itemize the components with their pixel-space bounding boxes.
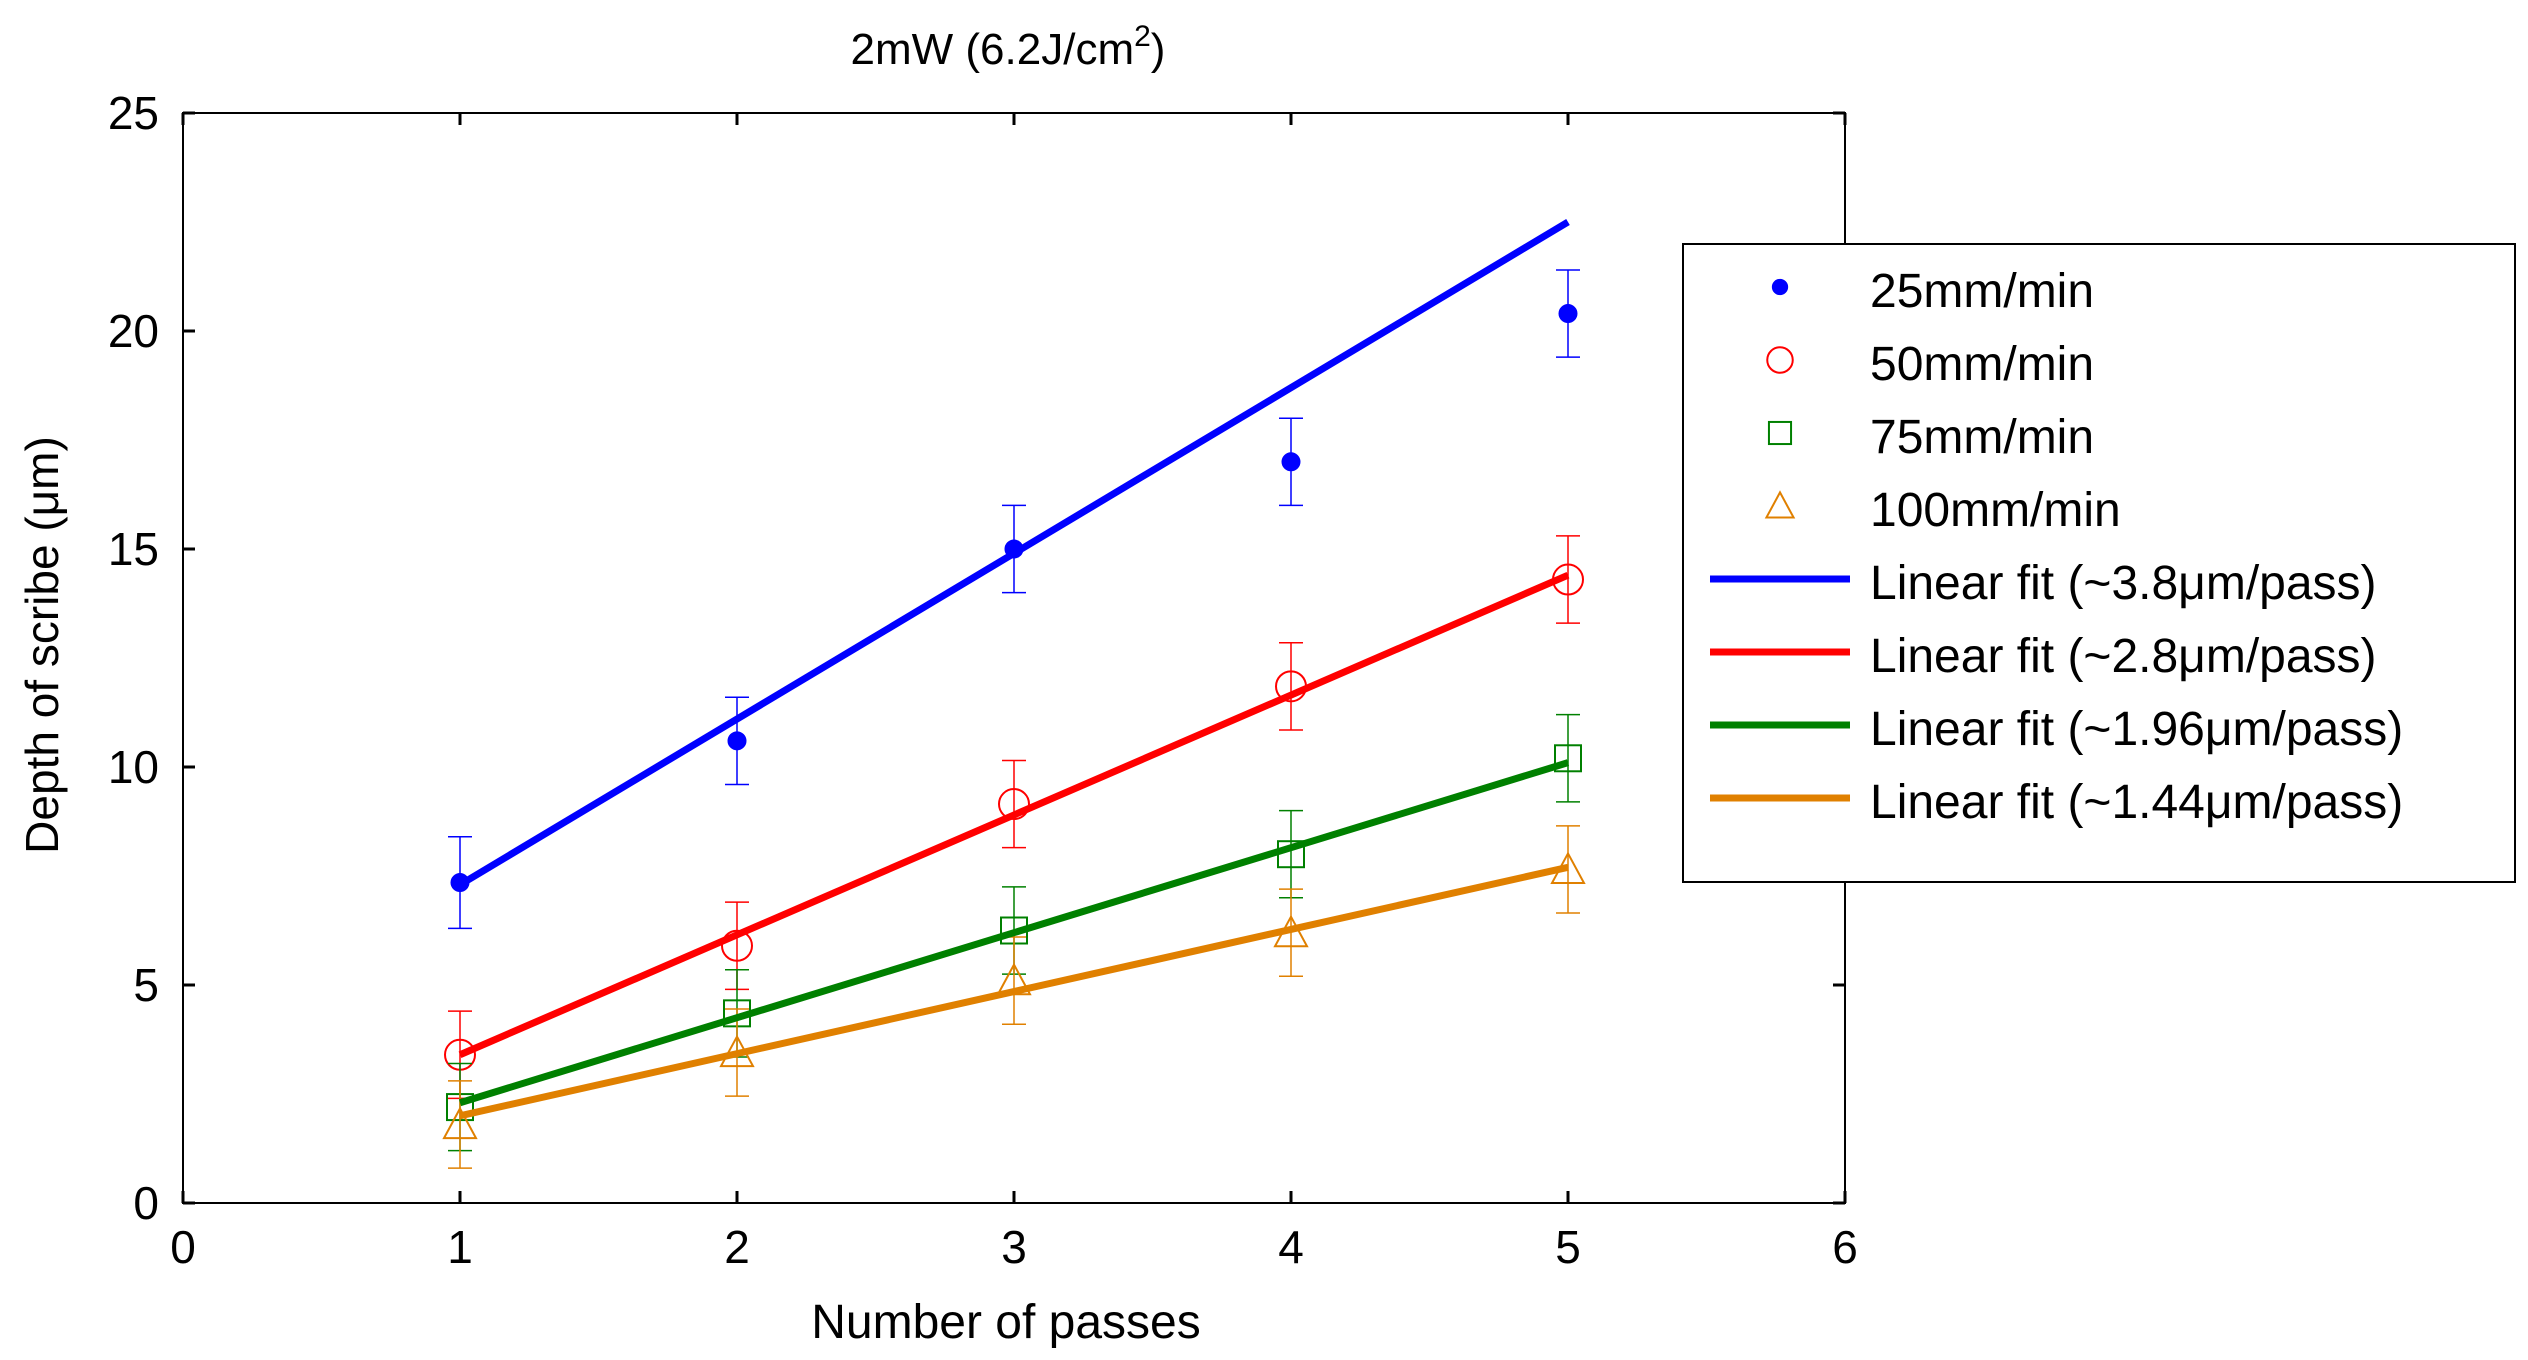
x-tick-label: 4	[1278, 1221, 1304, 1273]
x-tick-label: 5	[1555, 1221, 1581, 1273]
fit-line	[458, 571, 1570, 1058]
data-point	[1281, 452, 1301, 472]
legend-marker	[1767, 420, 1793, 446]
data-point	[442, 1106, 478, 1140]
x-tick-label: 0	[170, 1221, 196, 1273]
legend-marker	[1766, 346, 1794, 374]
x-tick-label: 2	[724, 1221, 750, 1273]
legend-label: 25mm/min	[1870, 265, 2094, 318]
legend-label: 100mm/min	[1870, 484, 2121, 537]
y-tick-label: 10	[108, 741, 159, 793]
fit-line	[458, 759, 1570, 1107]
y-axis-label: Depth of scribe (μm)	[16, 436, 68, 854]
legend-label: Linear fit (~1.44μm/pass)	[1870, 776, 2403, 829]
data-point	[998, 788, 1030, 821]
chart-title: 2mW (6.2J/cm2)	[851, 20, 1166, 74]
x-tick-label: 3	[1001, 1221, 1027, 1273]
x-tick-label: 6	[1832, 1221, 1858, 1273]
y-tick-label: 0	[133, 1177, 159, 1229]
legend-marker	[1764, 490, 1796, 519]
legend-item: Linear fit (~3.8μm/pass)	[1710, 557, 2377, 610]
y-tick-label: 25	[108, 87, 159, 139]
legend-label: Linear fit (~1.96μm/pass)	[1870, 703, 2403, 756]
data-point	[1554, 744, 1582, 773]
fit-line	[458, 218, 1570, 888]
data-point	[721, 929, 753, 962]
x-axis-label: Number of passes	[811, 1296, 1201, 1349]
data-point	[1558, 304, 1578, 324]
y-tick-label: 15	[108, 523, 159, 575]
y-tick-label: 20	[108, 305, 159, 357]
plot-area	[442, 218, 1586, 1169]
legend-item: Linear fit (~1.44μm/pass)	[1710, 776, 2403, 829]
x-tick-label: 1	[447, 1221, 473, 1273]
legend: 25mm/min 50mm/min 75mm/min 100mm/min Linear …	[1682, 243, 2516, 883]
legend-item: Linear fit (~2.8μm/pass)	[1710, 630, 2377, 683]
legend-label: Linear fit (~2.8μm/pass)	[1870, 630, 2377, 683]
legend-item: 50mm/min	[1766, 338, 2094, 391]
legend-marker	[1771, 278, 1789, 296]
legend-item: Linear fit (~1.96μm/pass)	[1710, 703, 2403, 756]
y-tick-label: 5	[133, 959, 159, 1011]
legend-item: 75mm/min	[1767, 411, 2094, 464]
legend-label: Linear fit (~3.8μm/pass)	[1870, 557, 2377, 610]
legend-item: 25mm/min	[1771, 265, 2094, 318]
fit-line	[459, 863, 1569, 1120]
legend-label: 50mm/min	[1870, 338, 2094, 391]
legend-item: 100mm/min	[1764, 484, 2121, 537]
legend-label: 75mm/min	[1870, 411, 2094, 464]
legend-box	[1682, 243, 2516, 883]
data-point	[727, 731, 747, 751]
axes: 0 1 2 3 4 5 6 0 5 10 15 20 25	[108, 87, 1858, 1273]
